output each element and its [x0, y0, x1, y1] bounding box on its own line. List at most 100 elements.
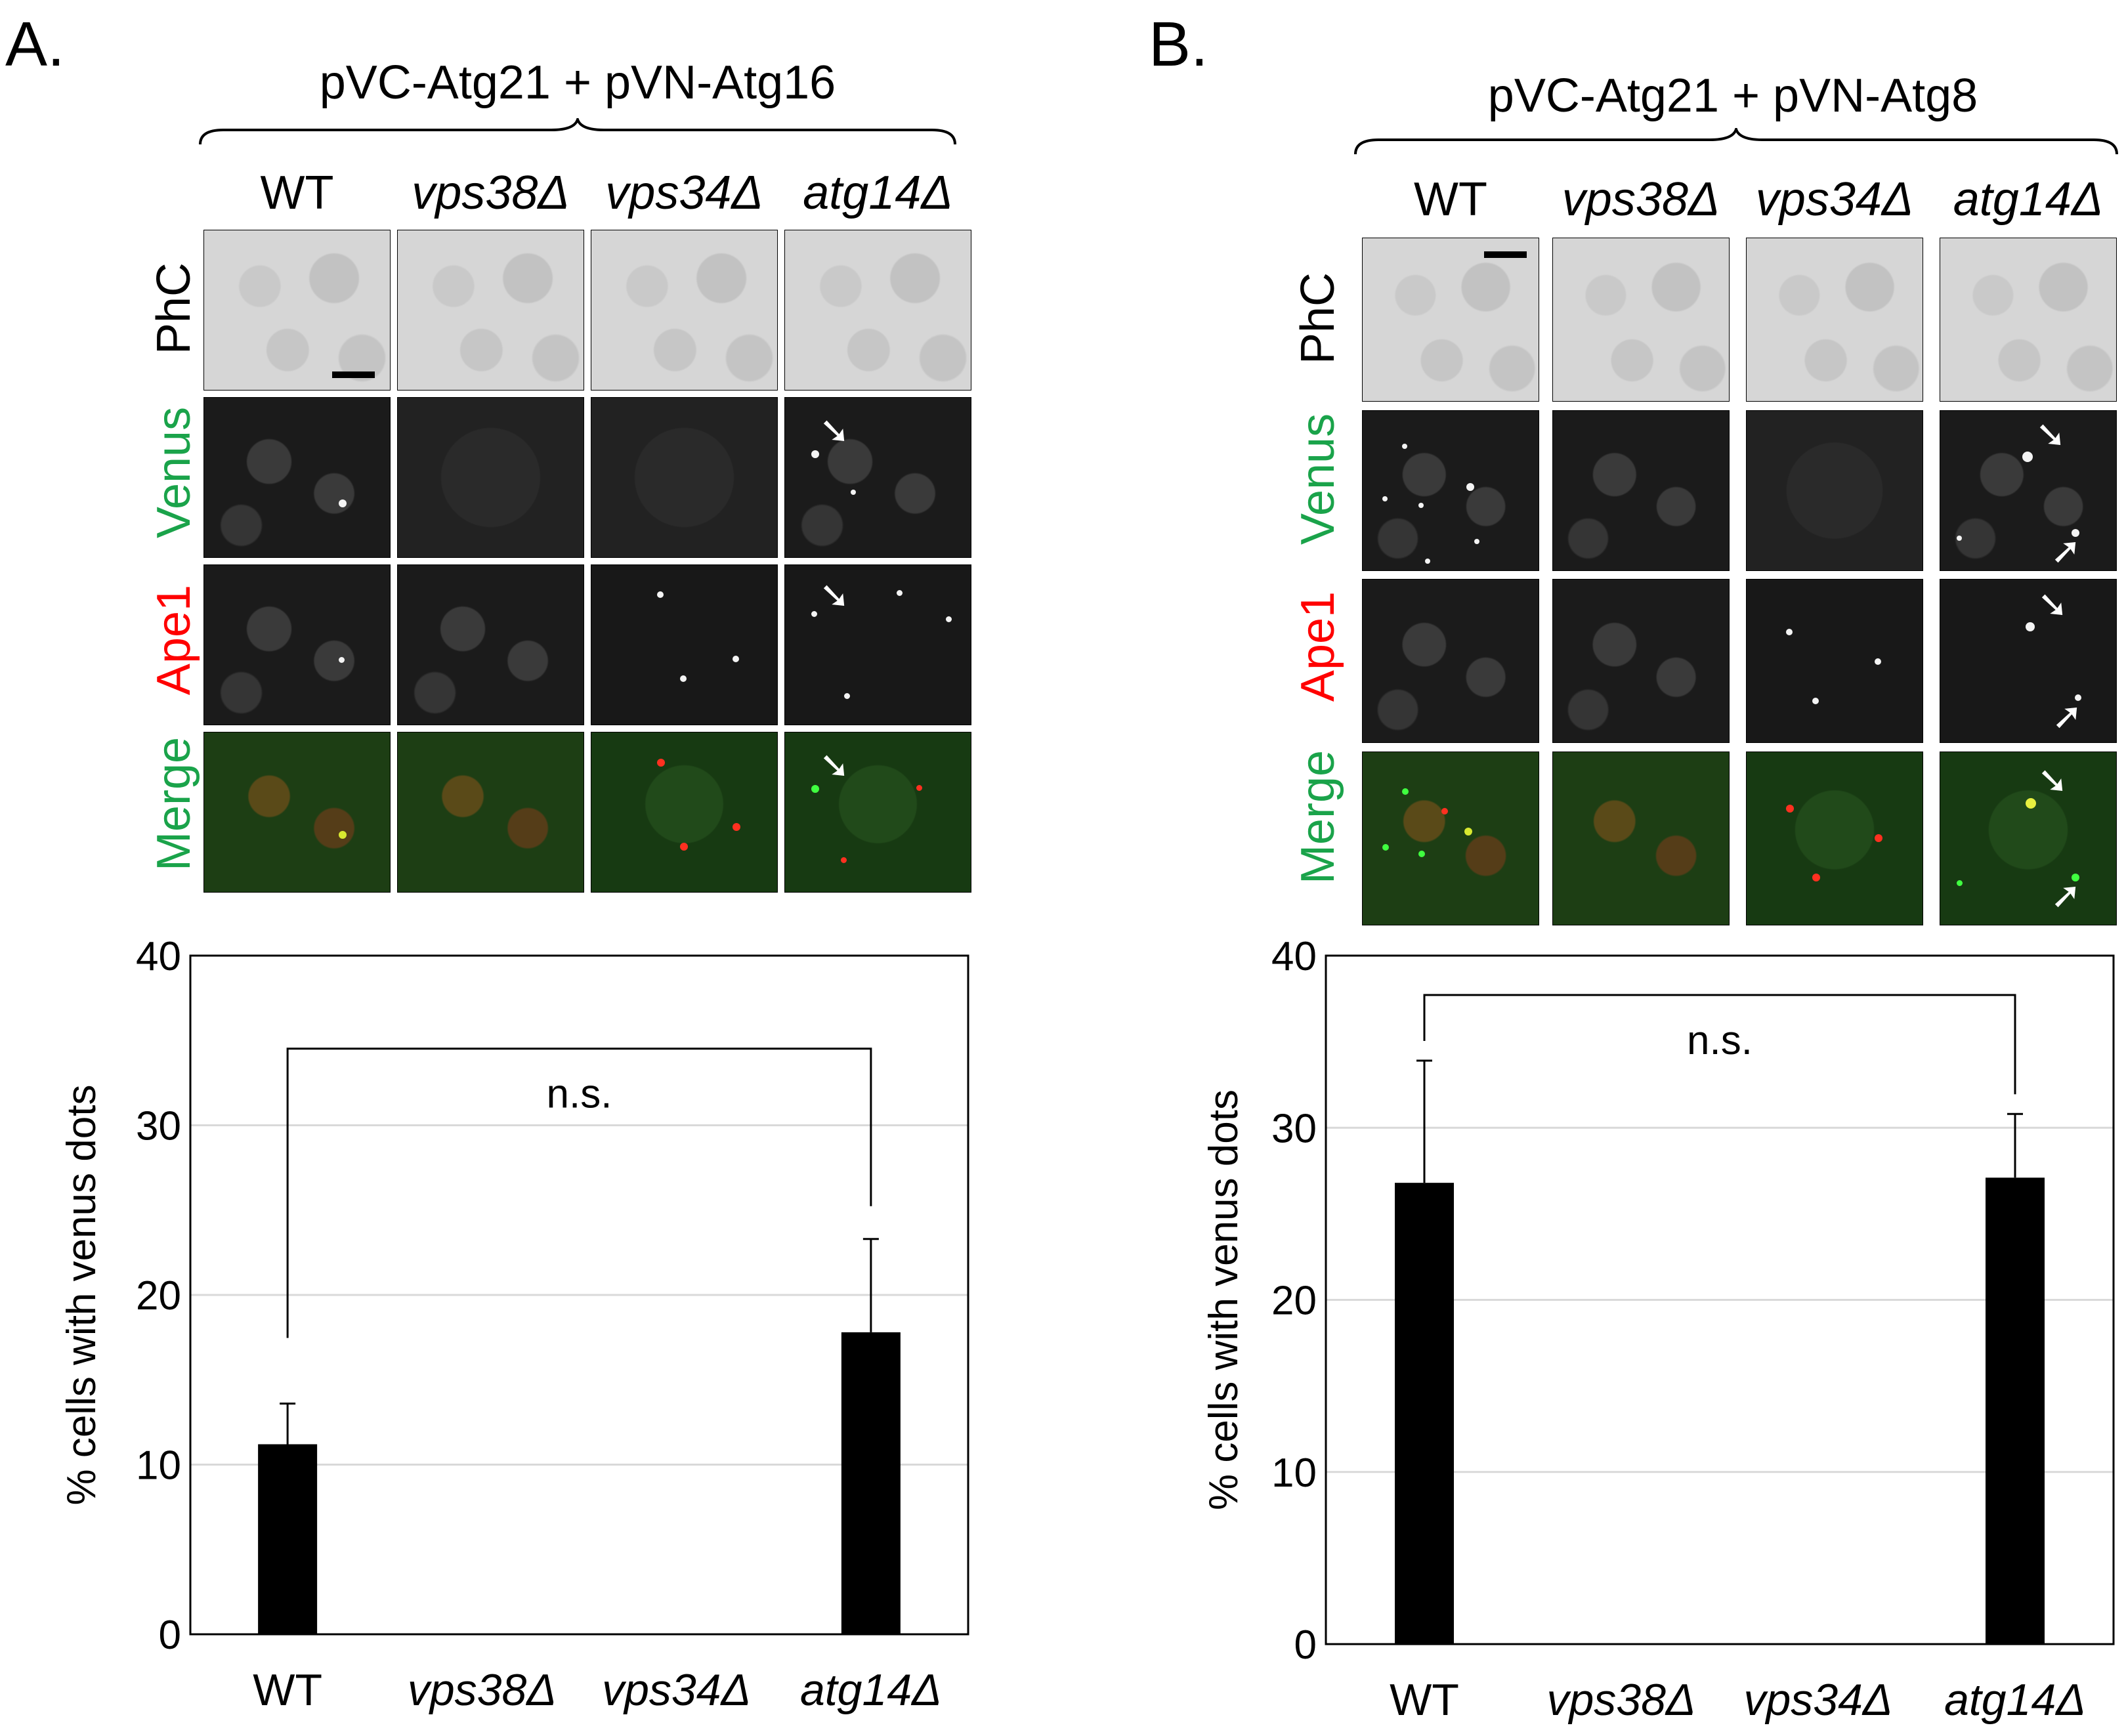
x-tick-label: WT — [1390, 1675, 1459, 1725]
panel-a-row-phc: PhC — [148, 262, 200, 355]
panel-a-image-phc-atg14 — [784, 230, 971, 391]
x-tick-label: vps38Δ — [408, 1665, 557, 1715]
panel-a-image-venus-atg14: ➘ — [784, 397, 971, 558]
venus-dot — [1402, 444, 1407, 449]
ape1-dot — [2075, 694, 2081, 701]
panel-a-image-venus-vps38 — [397, 397, 584, 558]
merge-dot — [680, 843, 688, 851]
panel-b-image-venus-vps38 — [1552, 410, 1730, 571]
merge-dot — [657, 759, 665, 767]
arrow-icon: ➚ — [2052, 695, 2083, 736]
panel-a-image-venus-wt — [203, 397, 391, 558]
x-tick-label: vps34Δ — [1743, 1675, 1892, 1725]
panel-a-col-wt: WT — [260, 167, 334, 219]
arrow-icon: ➘ — [819, 574, 850, 616]
ape1-dot — [680, 675, 687, 682]
panel-b-image-merge-atg14: ➘ ➚ — [1940, 752, 2117, 925]
y-tick-label: 10 — [136, 1443, 181, 1489]
arrow-icon: ➘ — [819, 410, 850, 451]
x-tick-label: atg14Δ — [1944, 1675, 2086, 1725]
y-tick-label: 20 — [136, 1273, 181, 1319]
y-tick-label: 40 — [136, 934, 181, 979]
panel-b-image-ape1-wt — [1362, 579, 1539, 743]
panel-a-image-ape1-atg14: ➘ — [784, 564, 971, 725]
venus-dot — [2072, 529, 2079, 537]
panel-a-brace — [199, 118, 956, 145]
panel-b-row-ape1: Ape1 — [1292, 591, 1344, 702]
panel-b-construct-label: pVC-Atg21 + pVN-Atg8 — [1487, 70, 1978, 122]
panel-b-col-wt: WT — [1414, 173, 1487, 226]
panel-b-image-merge-vps38 — [1552, 752, 1730, 925]
panel-a-image-phc-vps34 — [591, 230, 778, 391]
panel-a-letter: A. — [5, 9, 65, 79]
panel-a-image-merge-vps38 — [397, 732, 584, 893]
x-tick-label: atg14Δ — [800, 1665, 942, 1715]
panel-a-row-ape1: Ape1 — [148, 584, 200, 696]
panel-b-col-atg14: atg14Δ — [1953, 173, 2104, 226]
venus-dot — [811, 450, 819, 458]
ape1-dot — [1875, 658, 1881, 665]
panel-b-image-ape1-atg14: ➘ ➚ — [1940, 579, 2117, 743]
merge-dot — [2072, 874, 2079, 881]
significance-label: n.s. — [547, 1072, 612, 1117]
merge-dot — [811, 785, 819, 793]
panel-a-image-ape1-wt — [203, 564, 391, 725]
panel-b-row-merge: Merge — [1292, 750, 1344, 885]
panel-b-col-vps38: vps38Δ — [1562, 173, 1720, 226]
ape1-dot — [844, 693, 850, 699]
arrow-icon: ➘ — [2037, 583, 2068, 625]
panel-a-image-merge-wt — [203, 732, 391, 893]
panel-b-bar-chart: 0 10 20 30 40 % cells with venus dots WT vps38Δ… — [1201, 934, 2115, 1725]
scale-bar — [1484, 251, 1527, 258]
merge-dot — [916, 785, 922, 791]
bar — [1986, 1177, 2045, 1644]
arrow-icon: ➘ — [819, 744, 850, 786]
venus-dot — [1418, 503, 1424, 508]
plot-frame — [1325, 954, 2115, 1645]
arrow-icon: ➚ — [2051, 874, 2081, 916]
x-tick-label: WT — [253, 1665, 322, 1715]
y-tick-label: 40 — [1271, 934, 1317, 979]
merge-dot — [1382, 844, 1389, 851]
venus-dot — [1466, 483, 1474, 491]
venus-dot — [339, 499, 347, 507]
ape1-dot — [2026, 622, 2035, 631]
merge-dot — [1812, 874, 1820, 881]
panel-b-image-ape1-vps38 — [1552, 579, 1730, 743]
panel-a-bar-chart: 0 10 20 30 40 % cells with venus dots WT vps38Δ… — [59, 934, 969, 1715]
panel-a-col-vps38: vps38Δ — [412, 167, 570, 219]
panel-b-image-phc-wt — [1362, 238, 1539, 402]
panel-a-construct-label: pVC-Atg21 + pVN-Atg16 — [319, 56, 836, 109]
merge-dot — [841, 857, 847, 863]
panel-b-row-phc: PhC — [1292, 272, 1344, 365]
panel-b-image-venus-atg14: ➘ ➚ — [1940, 410, 2117, 571]
panel-b-image-ape1-vps34 — [1746, 579, 1923, 743]
x-tick-label: vps38Δ — [1546, 1675, 1695, 1725]
merge-dot — [2026, 798, 2036, 809]
merge-dot — [339, 831, 347, 839]
ape1-dot — [1786, 629, 1793, 635]
panel-b-brace — [1354, 128, 2118, 155]
panel-a-image-merge-vps34 — [591, 732, 778, 893]
panel-b-image-venus-wt — [1362, 410, 1539, 571]
ape1-dot — [339, 657, 345, 663]
ape1-dot — [657, 591, 664, 598]
bar — [258, 1444, 318, 1634]
merge-dot — [1875, 834, 1882, 842]
venus-dot — [1382, 496, 1388, 501]
venus-dot — [1957, 536, 1962, 541]
panel-a-image-venus-vps34 — [591, 397, 778, 558]
y-tick-label: 20 — [1271, 1279, 1317, 1324]
venus-dot — [1425, 559, 1430, 564]
y-tick-label: 0 — [1294, 1622, 1317, 1668]
significance-bracket — [286, 1048, 872, 1338]
plot-frame — [189, 954, 969, 1636]
venus-dot — [1474, 539, 1479, 544]
panel-b-image-phc-atg14 — [1940, 238, 2117, 402]
arrow-icon: ➘ — [2037, 759, 2068, 801]
panel-b-image-venus-vps34 — [1746, 410, 1923, 571]
merge-dot — [1402, 788, 1409, 795]
panel-a-row-merge: Merge — [148, 736, 200, 872]
y-tick-label: 10 — [1271, 1450, 1317, 1496]
merge-dot — [1441, 808, 1448, 815]
